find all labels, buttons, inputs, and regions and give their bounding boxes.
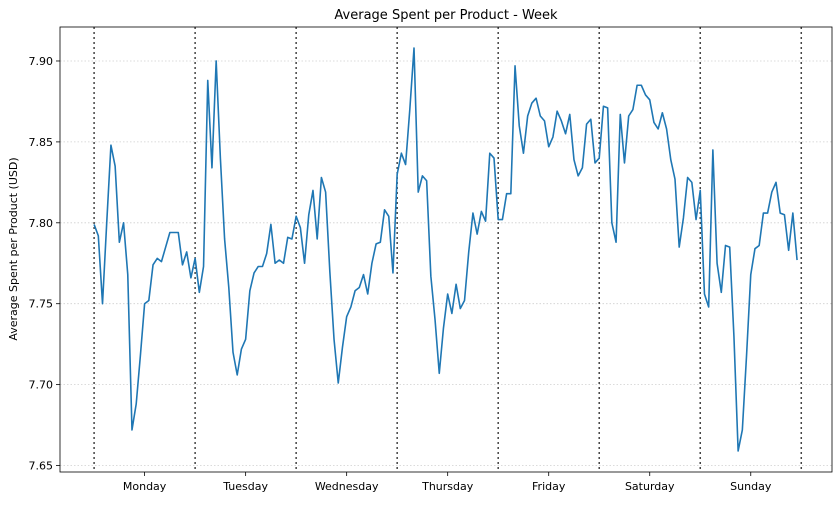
y-tick-label: 7.70 xyxy=(29,379,54,392)
y-tick-label: 7.90 xyxy=(29,55,54,68)
y-axis-label: Average Spent per Product (USD) xyxy=(7,157,20,340)
y-tick-label: 7.80 xyxy=(29,217,54,230)
x-tick-label: Friday xyxy=(532,480,566,493)
x-tick-label: Thursday xyxy=(421,480,474,493)
chart-title: Average Spent per Product - Week xyxy=(334,8,558,23)
y-tick-label: 7.85 xyxy=(29,136,54,149)
x-tick-label: Wednesday xyxy=(315,480,379,493)
plot-frame xyxy=(59,26,833,473)
x-tick-label: Saturday xyxy=(625,480,675,493)
series-line xyxy=(93,47,798,452)
y-tick-label: 7.65 xyxy=(29,460,54,473)
x-tick-label: Tuesday xyxy=(222,480,268,493)
y-tick-label: 7.75 xyxy=(29,298,54,311)
x-tick-label: Sunday xyxy=(730,480,772,493)
x-tick-label: Monday xyxy=(123,480,167,493)
